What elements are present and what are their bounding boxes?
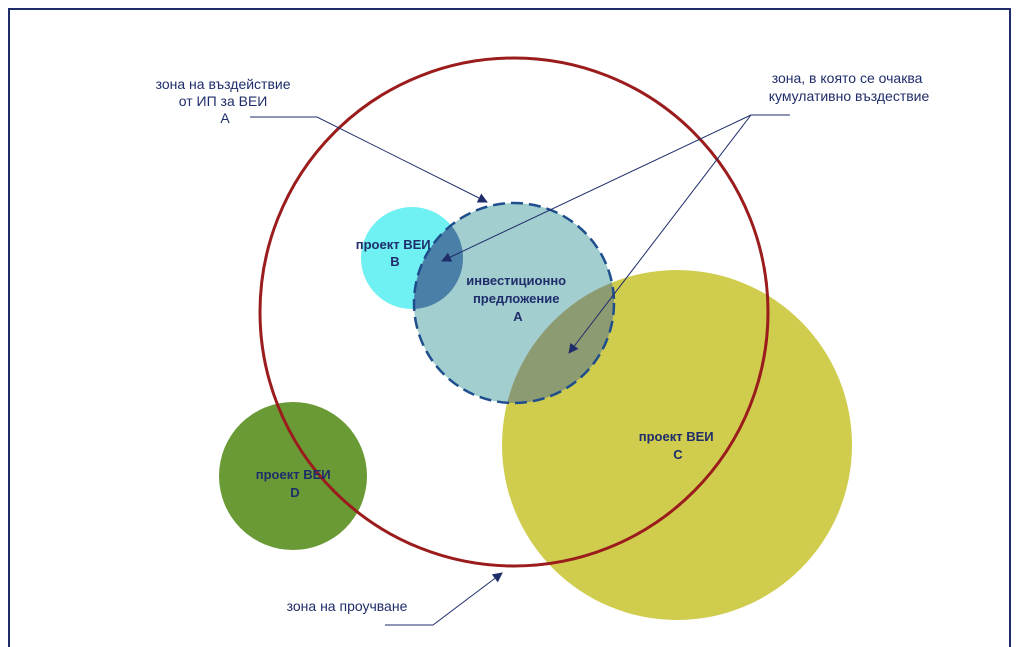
- frame-border: [8, 8, 1011, 647]
- cumulative-leader-c: [568, 114, 752, 354]
- overlap-a-c: [502, 270, 614, 403]
- cumulative-leader-b: [441, 114, 752, 262]
- project-d-label: проект ВЕИ D: [256, 467, 334, 500]
- project-b-label: проект ВЕИ В: [356, 237, 434, 269]
- proposal-a-label: инвестиционно предложение А: [466, 273, 570, 324]
- cumulative-zone-label: зона, в която се очаква кумулативно възд…: [769, 70, 930, 104]
- study-zone-leader: [385, 572, 503, 626]
- study-zone-label: зона на проучване: [287, 598, 408, 614]
- proposal-a-impact-boundary: [412, 201, 616, 405]
- project-c-label: проект ВЕИ С: [639, 429, 717, 462]
- impact-zone-label: зона на въздействие от ИП за ВЕИ А: [156, 76, 295, 126]
- project-d-circle: [219, 402, 367, 550]
- study-zone-circle: [258, 56, 770, 568]
- impact-zone-leader: [250, 116, 488, 203]
